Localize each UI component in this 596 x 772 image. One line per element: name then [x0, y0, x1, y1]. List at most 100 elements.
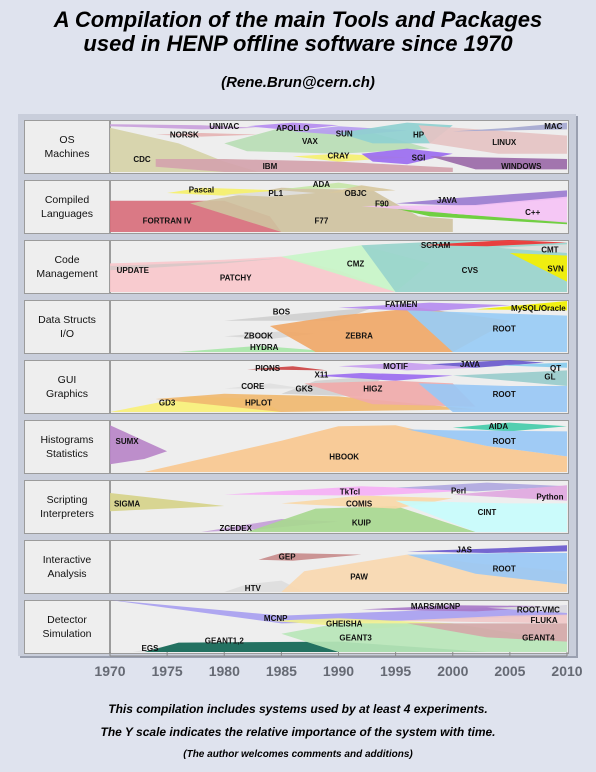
band-hbook [144, 425, 568, 472]
tool-label: MARS/MCNP [411, 602, 461, 611]
tool-label: ZBOOK [244, 331, 273, 340]
band-fatmen [338, 302, 510, 312]
x-axis-tick-label: 1970 [94, 663, 125, 679]
band-java [395, 190, 567, 206]
tool-label: FLUKA [531, 616, 558, 625]
tool-label: MAC [544, 122, 562, 131]
band-sgi [361, 148, 453, 165]
tool-label: GEP [279, 553, 297, 562]
band-cray [292, 153, 408, 162]
x-axis-tick-label: 2000 [437, 663, 468, 679]
tool-label: SCRAM [421, 241, 451, 250]
tool-label: GKS [296, 385, 314, 394]
tool-label: GEANT3 [339, 633, 372, 642]
footer-line-3: (The author welcomes comments and additi… [183, 749, 413, 760]
tool-label: ROOT [493, 390, 516, 399]
band-update [110, 258, 282, 271]
tool-label: GEANT1,2 [205, 637, 245, 646]
band-apollo [247, 122, 339, 131]
tool-label: UNIVAC [209, 122, 239, 131]
tool-label: CDC [133, 155, 151, 164]
tool-label: HIGZ [363, 385, 382, 394]
x-axis-tick-label: 1975 [152, 663, 183, 679]
band-jas [407, 545, 567, 553]
tool-label: SUN [336, 130, 353, 139]
row-label: Histograms Statistics [24, 420, 110, 474]
tool-label: Python [536, 493, 563, 502]
band-x11 [315, 373, 453, 381]
title-line-2: used in HENP offline software since 1970 [83, 31, 513, 56]
tool-label: PL1 [268, 189, 283, 198]
band-fluka [395, 614, 567, 624]
tool-label: Perl [451, 486, 466, 495]
x-axis-tick-label: 2005 [494, 663, 525, 679]
tool-label: HP [413, 131, 425, 140]
band-root [418, 383, 567, 412]
band-perl [395, 482, 567, 492]
band-scram [418, 240, 567, 247]
row-label: GUI Graphics [24, 360, 110, 414]
tool-label: F77 [315, 217, 329, 226]
band-windows [429, 156, 567, 170]
tool-label: ZCEDEX [219, 524, 252, 533]
x-axis-tick-label: 1990 [323, 663, 354, 679]
band-root [407, 553, 567, 585]
tool-label: COMIS [346, 499, 373, 508]
tool-label: SVN [547, 265, 564, 274]
band-ibm [155, 159, 453, 172]
tool-label: PIONS [255, 364, 281, 373]
band-pions [247, 366, 328, 371]
tool-label: HPLOT [245, 399, 272, 408]
row-label: Detector Simulation [24, 600, 110, 654]
tool-label: ROOT-VMC [517, 605, 560, 614]
tool-label: OBJC [344, 189, 366, 198]
tool-label: CMZ [347, 259, 364, 268]
tool-label: SGI [412, 153, 426, 162]
tool-label: NORSK [170, 131, 199, 140]
title-line-1: A Compilation of the main Tools and Pack… [53, 7, 543, 32]
band-univac [110, 124, 259, 130]
band-sumx [110, 425, 168, 465]
band-pascal [167, 187, 282, 196]
chart-title: A Compilation of the main Tools and Pack… [0, 8, 596, 56]
footer-line-2: The Y scale indicates the relative impor… [100, 725, 496, 739]
tool-label: CMT [541, 245, 558, 254]
band-gep [258, 553, 362, 561]
tool-label: ROOT [493, 325, 516, 334]
band-core [224, 383, 305, 389]
tool-label: CVS [462, 266, 479, 275]
tool-label: X11 [315, 371, 329, 380]
x-axis-tick-label: 1995 [380, 663, 411, 679]
tool-label: JAVA [460, 360, 480, 369]
tool-label: QT [550, 364, 561, 373]
band-aida [452, 422, 567, 432]
tool-label: GL [544, 373, 555, 382]
tool-label: JAVA [437, 196, 457, 205]
tool-label: EGS [142, 644, 160, 653]
tool-label: SUMX [116, 437, 140, 446]
tool-label: ROOT [493, 437, 516, 446]
band-kuip [247, 506, 476, 532]
tool-label: ADA [313, 180, 331, 189]
tool-label: BOS [273, 307, 291, 316]
footer-line-1: This compilation includes systems used b… [108, 702, 488, 716]
band-svn [509, 253, 567, 282]
tool-label: UPDATE [117, 266, 150, 275]
tool-label: CINT [478, 508, 497, 517]
band-ada [281, 182, 373, 190]
band-motif [338, 362, 476, 371]
band-pl1 [224, 190, 316, 197]
row-label: Data Structs I/O [24, 300, 110, 354]
tool-label: HYDRA [250, 343, 279, 352]
band-mysql-oracle [475, 301, 567, 311]
band-c- [361, 196, 567, 223]
tool-label: FORTRAN IV [143, 217, 193, 226]
tool-label: IBM [263, 162, 278, 171]
tool-label: SIGMA [114, 499, 140, 508]
tool-label: GEANT4 [522, 633, 555, 642]
band-f90 [372, 203, 567, 225]
band-mars-mcnp [361, 605, 567, 612]
tool-label: ZEBRA [345, 331, 373, 340]
band-geant4 [407, 623, 567, 642]
band-qt [498, 362, 567, 368]
